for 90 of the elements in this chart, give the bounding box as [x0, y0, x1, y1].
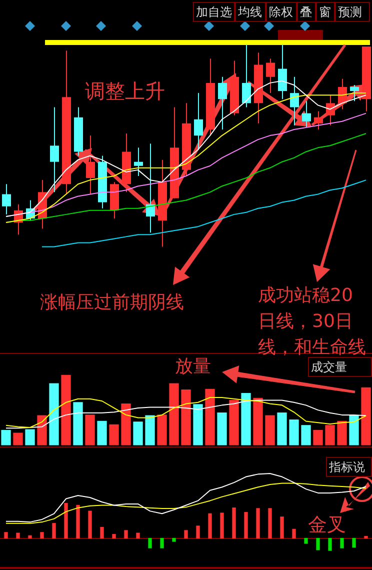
bar	[61, 374, 71, 446]
bar	[133, 422, 143, 446]
bar	[145, 415, 155, 446]
annotation: 成交量	[308, 357, 372, 377]
bar	[13, 432, 23, 446]
bar	[205, 388, 215, 446]
bar	[1, 430, 11, 446]
bar	[241, 393, 251, 446]
bar	[277, 412, 287, 446]
candlestick	[134, 147, 143, 176]
candlestick	[314, 110, 323, 130]
text: 加自选	[193, 2, 235, 22]
candlestick	[290, 76, 299, 126]
bar	[244, 512, 248, 539]
bar	[253, 398, 263, 446]
text: 除权	[266, 2, 297, 22]
bar	[217, 412, 227, 446]
text: 涨幅压过前期阴线	[40, 291, 184, 315]
bar	[337, 420, 347, 446]
bar	[100, 526, 104, 539]
bar	[160, 538, 164, 548]
bar	[325, 425, 335, 446]
text: 窗	[316, 2, 335, 22]
bar	[76, 504, 80, 539]
bar	[88, 510, 92, 539]
bar	[172, 538, 176, 542]
text: 成功站稳20日线，30日线，和生命线	[258, 284, 367, 360]
bar	[364, 536, 368, 539]
bar	[256, 508, 260, 539]
bar	[193, 404, 203, 446]
bar	[349, 415, 359, 446]
bar	[304, 538, 308, 544]
bar	[292, 528, 296, 539]
bar	[121, 403, 131, 446]
text: 叠	[297, 2, 316, 22]
candlestick	[86, 135, 95, 195]
candlestick	[2, 184, 11, 215]
bar	[361, 387, 371, 446]
candlestick	[302, 100, 311, 128]
annotation: 指标说	[326, 457, 372, 477]
candlestick	[218, 76, 227, 130]
bar	[328, 538, 332, 551]
bar	[208, 513, 212, 539]
bar	[25, 429, 35, 446]
bar	[289, 419, 299, 446]
bar	[220, 512, 224, 539]
candlestick	[350, 84, 359, 102]
bar	[148, 538, 152, 548]
candlestick	[146, 143, 155, 234]
bar	[124, 530, 128, 539]
bar	[52, 523, 56, 539]
bar	[85, 414, 95, 446]
bar	[40, 532, 44, 539]
candlestick	[194, 92, 203, 150]
bar	[37, 415, 47, 446]
text: 均线	[235, 2, 266, 22]
text: 预测	[335, 2, 370, 22]
bar	[157, 414, 167, 446]
bar	[265, 415, 275, 446]
bar	[229, 400, 239, 446]
bar	[196, 526, 200, 539]
bar	[16, 532, 20, 539]
candlestick	[266, 58, 275, 94]
bar	[73, 402, 83, 446]
bar	[97, 420, 107, 446]
bar	[136, 532, 140, 539]
candlestick	[242, 44, 251, 108]
annotation: 放量	[175, 355, 211, 379]
bar	[109, 424, 119, 446]
bar	[64, 502, 68, 539]
bar	[49, 383, 59, 446]
bar	[232, 507, 236, 539]
bar	[316, 538, 320, 550]
candlestick	[50, 106, 59, 193]
bar	[280, 516, 284, 539]
bar	[313, 430, 323, 446]
bar	[181, 390, 191, 446]
bar	[268, 508, 272, 539]
bar	[301, 425, 311, 446]
annotation: 调整上升	[85, 78, 165, 104]
bar	[340, 538, 344, 548]
candlestick	[278, 44, 287, 100]
bar	[169, 383, 179, 446]
bar	[4, 532, 8, 539]
candlestick	[326, 94, 335, 126]
annotation: 金叉	[308, 513, 346, 538]
bar	[28, 535, 32, 539]
bar	[184, 530, 188, 539]
bar	[352, 538, 356, 548]
bar	[112, 534, 116, 539]
